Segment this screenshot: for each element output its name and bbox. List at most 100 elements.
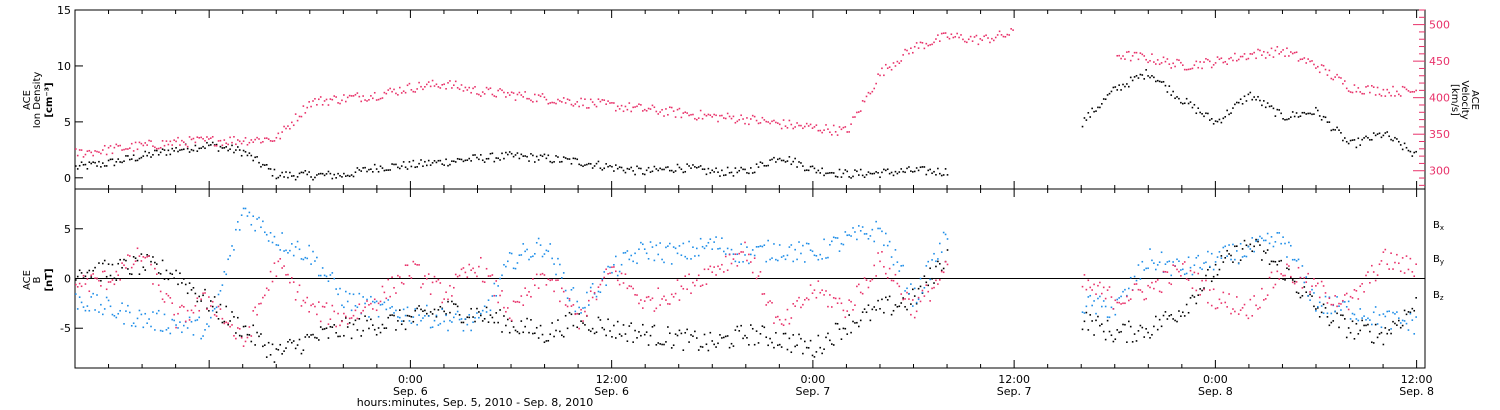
velocity-point (842, 126, 845, 129)
bz-point (925, 284, 928, 286)
velocity-point (1012, 29, 1014, 31)
velocity-point (449, 80, 451, 82)
velocity-point (88, 149, 91, 152)
bx-point (1386, 332, 1389, 335)
by-point (204, 329, 206, 331)
density-point (107, 159, 110, 162)
by-point (792, 260, 795, 263)
bx-point (318, 339, 320, 341)
density-point (777, 158, 779, 161)
bx-point (188, 282, 191, 284)
density-point (1330, 129, 1333, 132)
bx-point (433, 308, 436, 311)
density-point (242, 149, 245, 152)
bx-point (611, 336, 613, 338)
velocity-point (316, 104, 318, 106)
velocity-point (588, 107, 590, 109)
density-point (208, 144, 210, 147)
velocity-point (478, 93, 480, 96)
bx-point (1372, 342, 1375, 344)
by-point (1097, 297, 1099, 300)
velocity-point (564, 102, 567, 104)
by-point (530, 256, 532, 258)
by-point (94, 309, 96, 311)
bz-point (491, 274, 494, 276)
velocity-point (495, 95, 498, 98)
by-point (1245, 255, 1248, 258)
by-point (788, 246, 791, 248)
bz-point (628, 285, 631, 287)
bz-point (244, 340, 247, 343)
bz-point (1160, 291, 1163, 294)
velocity-point (352, 95, 355, 97)
bz-point (917, 296, 920, 299)
by-point (580, 312, 582, 314)
by-point (1347, 300, 1350, 303)
by-point (1170, 274, 1173, 277)
density-point (1320, 118, 1323, 121)
bx-point (1396, 324, 1398, 326)
velocity-point (589, 98, 592, 101)
velocity-point (881, 67, 883, 70)
density-point (356, 167, 359, 169)
velocity-point (387, 89, 390, 91)
bx-point (1251, 250, 1254, 253)
bx-point (171, 273, 174, 276)
density-point (1166, 91, 1169, 93)
bx-point (333, 324, 336, 326)
density-point (923, 166, 926, 168)
bz-point (634, 293, 636, 296)
bz-point (1156, 279, 1159, 281)
bx-point (1399, 326, 1402, 329)
by-point (555, 273, 557, 276)
by-point (129, 311, 131, 314)
density-point (1081, 125, 1084, 128)
bz-point (1162, 270, 1165, 273)
by-point (541, 255, 544, 258)
by-point (84, 309, 87, 312)
by-point (1380, 326, 1383, 329)
velocity-point (1357, 87, 1360, 89)
bz-point (562, 290, 565, 293)
bz-point (1367, 271, 1369, 273)
bz-point (1222, 291, 1225, 294)
bx-point (624, 333, 627, 335)
bz-point (1305, 281, 1308, 283)
bx-point (314, 336, 316, 339)
bz-point (1282, 274, 1284, 277)
by-point (312, 250, 314, 253)
bz-point (1182, 263, 1184, 265)
density-point (76, 168, 79, 170)
velocity-point (1355, 90, 1358, 93)
velocity-point (1380, 95, 1383, 97)
velocity-point (429, 85, 432, 88)
bz-point (1307, 272, 1309, 275)
bx-point (312, 333, 314, 336)
bx-point (607, 318, 609, 321)
velocity-point (1176, 58, 1178, 61)
velocity-point (913, 45, 916, 48)
by-point (667, 245, 669, 247)
velocity-point (258, 138, 260, 140)
density-point (1264, 106, 1267, 109)
velocity-point (645, 109, 648, 112)
velocity-point (246, 143, 249, 146)
bx-point (397, 320, 399, 322)
density-point (483, 161, 486, 163)
density-point (782, 159, 785, 162)
density-point (464, 159, 467, 162)
bz-point (937, 283, 939, 285)
bz-point (335, 325, 337, 328)
by-point (1203, 262, 1205, 264)
density-point (121, 161, 123, 164)
density-point (181, 148, 183, 151)
bz-point (1102, 286, 1105, 289)
density-point (1120, 89, 1122, 91)
bx-point (283, 350, 285, 352)
density-point (192, 149, 195, 152)
bz-point (589, 290, 592, 293)
density-point (447, 164, 449, 167)
velocity-point (1399, 95, 1402, 97)
bx-point (850, 331, 852, 334)
bx-point (248, 334, 251, 336)
